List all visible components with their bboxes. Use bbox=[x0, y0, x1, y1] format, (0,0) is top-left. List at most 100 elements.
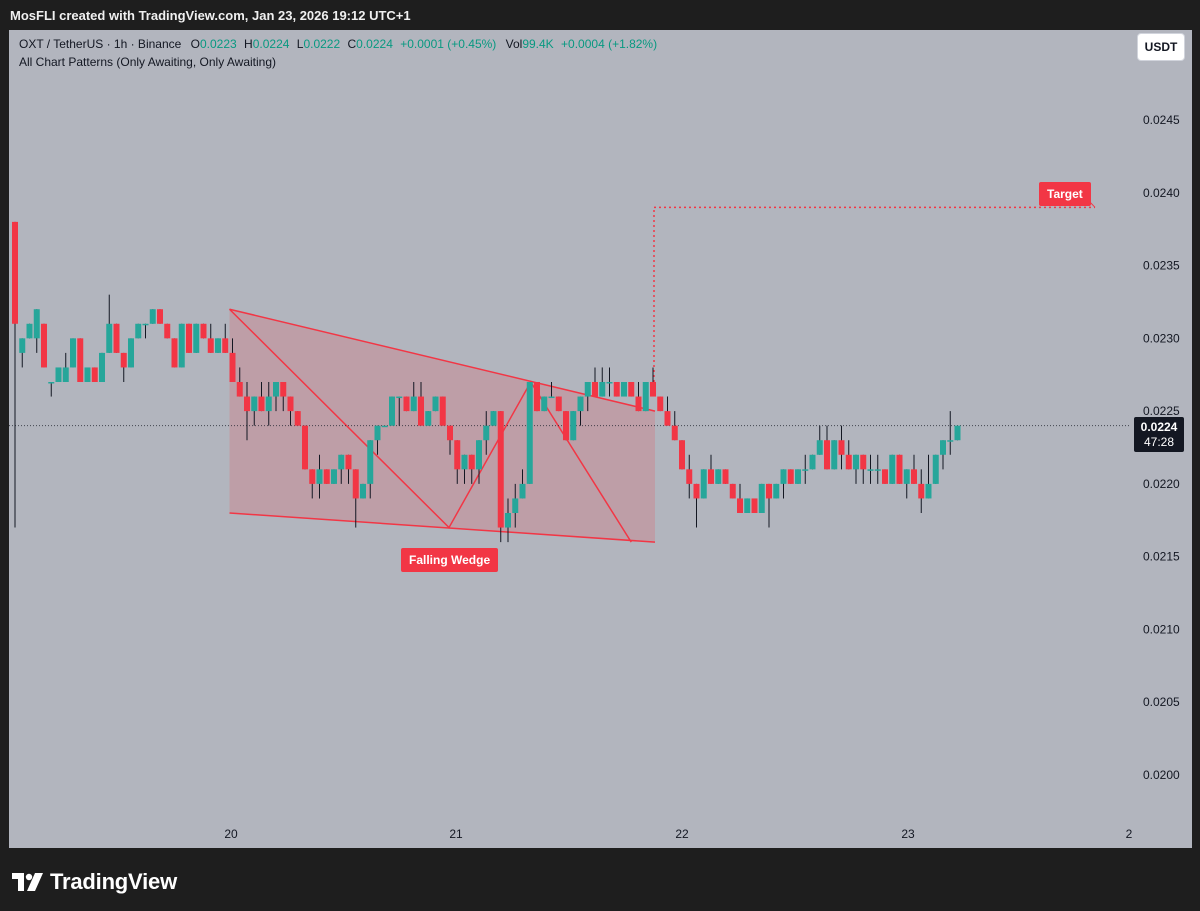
candle-body bbox=[679, 440, 685, 470]
candle-body bbox=[686, 469, 693, 484]
candle-body bbox=[693, 483, 700, 499]
candle-body bbox=[773, 483, 780, 499]
candle-body bbox=[657, 396, 664, 412]
close-value: 0.0224 bbox=[356, 37, 393, 51]
ohlc-legend: OXT / TetherUS · 1h · Binance O0.0223 H0… bbox=[19, 37, 657, 51]
candle-body bbox=[468, 454, 475, 470]
low-label: L bbox=[296, 37, 304, 51]
candle-body bbox=[439, 396, 446, 426]
last-price: 0.0224 bbox=[1140, 420, 1178, 434]
candle-body bbox=[505, 513, 511, 528]
candle-body bbox=[628, 382, 635, 397]
candle-body bbox=[403, 396, 410, 412]
chart-area[interactable]: 0.0245 0.0240 0.0235 0.0230 0.0225 0.0220 0.02… bbox=[9, 30, 1192, 848]
candle-body bbox=[280, 382, 287, 397]
candle-body bbox=[55, 367, 62, 382]
candle-body bbox=[396, 396, 403, 399]
candle-body bbox=[309, 469, 316, 484]
tradingview-logo-icon bbox=[12, 873, 43, 892]
candle-body bbox=[432, 396, 439, 412]
candle-body bbox=[526, 382, 533, 484]
candle-body bbox=[548, 396, 555, 399]
candle-body bbox=[454, 440, 461, 470]
candle-body bbox=[650, 382, 656, 397]
attribution-banner: MosFLI created with TradingView.com, Jan… bbox=[0, 0, 1200, 30]
candle-body bbox=[947, 440, 954, 442]
volume-label: Vol bbox=[505, 37, 523, 51]
candle-body bbox=[381, 425, 388, 428]
candle-body bbox=[592, 382, 598, 397]
candle-body bbox=[215, 338, 221, 353]
candle-body bbox=[91, 367, 98, 382]
candle-body bbox=[171, 338, 178, 368]
candlestick-chart[interactable]: 0.0245 0.0240 0.0235 0.0230 0.0225 0.0220 0.02… bbox=[9, 30, 1192, 848]
falling-wedge-label[interactable]: Falling Wedge bbox=[401, 548, 499, 572]
close-label: C bbox=[347, 37, 357, 51]
bar-countdown: 47:28 bbox=[1143, 435, 1175, 449]
candle-body bbox=[606, 382, 613, 384]
candle-body bbox=[729, 483, 736, 499]
indicator-legend[interactable]: All Chart Patterns (Only Awaiting, Only … bbox=[19, 55, 277, 69]
candle-body bbox=[207, 338, 214, 353]
candle-body bbox=[26, 323, 33, 339]
candle-body bbox=[512, 498, 519, 513]
change-value: +0.0001 (+0.45%) bbox=[400, 37, 497, 51]
x-tick-label: 20 bbox=[224, 827, 238, 841]
candle-body bbox=[222, 338, 229, 353]
candle-body bbox=[599, 382, 606, 397]
candle-body bbox=[164, 323, 171, 339]
candle-body bbox=[563, 411, 569, 441]
last-price-badge: 0.0224 47:28 bbox=[1134, 417, 1184, 452]
candle-body bbox=[809, 454, 816, 470]
candle-body bbox=[744, 498, 751, 513]
candle-body bbox=[882, 469, 888, 484]
candle-body bbox=[925, 483, 932, 499]
candle-body bbox=[323, 469, 330, 484]
open-label: O bbox=[190, 37, 200, 51]
candle-body bbox=[367, 440, 374, 484]
candle-body bbox=[374, 425, 381, 441]
candle-body bbox=[483, 425, 490, 441]
brand-name: TradingView bbox=[50, 869, 177, 895]
candle-body bbox=[273, 382, 279, 397]
candle-body bbox=[33, 309, 40, 339]
candle-body bbox=[70, 338, 76, 368]
candle-body bbox=[258, 396, 265, 412]
candle-body bbox=[497, 411, 504, 528]
candle-body bbox=[831, 440, 838, 470]
candle-body bbox=[911, 469, 917, 484]
candle-body bbox=[715, 469, 722, 484]
x-tick-label: 22 bbox=[675, 827, 689, 841]
candle-body bbox=[860, 454, 867, 470]
symbol-label[interactable]: OXT / TetherUS · 1h · Binance bbox=[19, 37, 182, 51]
candle-body bbox=[918, 483, 925, 499]
x-tick-label: 2 bbox=[1126, 827, 1133, 841]
candle-body bbox=[62, 367, 69, 382]
y-tick-label: 0.0210 bbox=[1143, 622, 1180, 636]
candle-body bbox=[940, 440, 946, 455]
candle-body bbox=[200, 323, 207, 339]
tradingview-logo[interactable]: TradingView bbox=[12, 868, 177, 895]
candle-body bbox=[903, 469, 910, 484]
candle-body bbox=[12, 221, 18, 324]
candle-body bbox=[613, 382, 620, 397]
currency-button[interactable]: USDT bbox=[1137, 33, 1185, 61]
candle-body bbox=[751, 498, 758, 513]
candle-body bbox=[795, 469, 801, 484]
candle-body bbox=[853, 454, 859, 470]
candle-body bbox=[671, 425, 678, 441]
candle-body bbox=[178, 323, 185, 368]
candle-body bbox=[519, 483, 526, 499]
candle-body bbox=[106, 323, 113, 353]
target-label[interactable]: Target bbox=[1039, 182, 1091, 206]
candle-body bbox=[874, 469, 881, 471]
candle-body bbox=[77, 338, 84, 382]
candle-body bbox=[331, 469, 337, 484]
candle-body bbox=[48, 382, 55, 384]
candle-body bbox=[360, 483, 366, 499]
candle-body bbox=[287, 396, 294, 412]
candle-body bbox=[345, 454, 352, 470]
candle-body bbox=[84, 367, 91, 382]
candle-body bbox=[410, 396, 417, 412]
candle-body bbox=[389, 396, 395, 426]
